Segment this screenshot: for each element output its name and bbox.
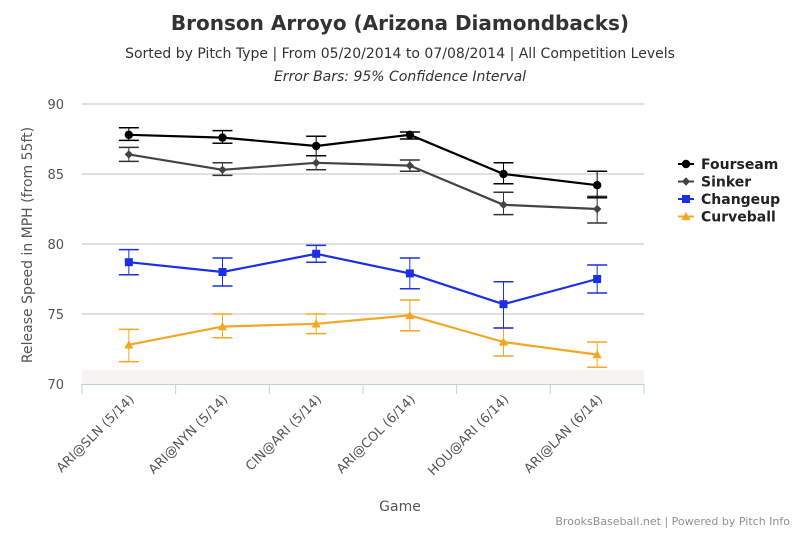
plot-band-bottom (82, 370, 644, 384)
data-point-changeup (312, 249, 321, 258)
series-layer (118, 127, 608, 368)
series-line-sinker (128, 153, 598, 211)
data-point-fourseam (124, 130, 134, 139)
data-point-changeup (405, 269, 414, 278)
legend-item-sinker[interactable]: Sinker (678, 175, 751, 191)
data-point-sinker (218, 165, 227, 174)
data-point-fourseam (499, 169, 508, 179)
legend-marker-fourseam (681, 159, 691, 169)
data-point-curveball (592, 350, 602, 359)
data-point-changeup (218, 268, 227, 276)
data-point-sinker (499, 200, 508, 209)
data-point-sinker (124, 150, 134, 159)
x-axis-title: Game (379, 499, 421, 515)
x-tick-label: CIN@ARI (5/14) (243, 392, 325, 474)
y-axis-ticks: 70 75 80 85 90 (47, 98, 64, 393)
data-point-fourseam (405, 130, 415, 139)
series-line-fourseam (128, 133, 598, 187)
data-point-curveball (405, 310, 415, 320)
data-point-sinker (405, 161, 415, 170)
data-point-curveball (498, 337, 509, 346)
series-line-changeup (128, 252, 598, 306)
legend-label-curveball: Curveball (701, 210, 776, 226)
legend-item-curveball[interactable]: Curveball (678, 210, 776, 226)
chart-subtitle-error-bars: Error Bars: 95% Confidence Interval (274, 69, 526, 85)
series-fourseam (118, 127, 608, 199)
data-point-changeup (124, 258, 133, 267)
data-point-fourseam (311, 141, 321, 151)
x-tick-label: ARI@NYN (5/14) (146, 392, 231, 477)
data-point-curveball (124, 340, 134, 349)
data-point-sinker (311, 158, 321, 167)
credits-text[interactable]: BrooksBaseball.net | Powered by Pitch In… (555, 515, 790, 528)
legend-label-fourseam: Fourseam (701, 157, 778, 173)
y-tick-label: 70 (47, 378, 64, 393)
series-changeup (118, 244, 608, 329)
x-axis-ticks: ARI@SLN (5/14) ARI@NYN (5/14) CIN@ARI (5/1… (54, 384, 645, 479)
data-point-curveball (311, 319, 321, 328)
x-tick-label: ARI@COL (6/14) (334, 392, 419, 477)
y-tick-label: 80 (47, 238, 64, 253)
legend-marker-sinker (681, 177, 691, 186)
series-sinker (118, 146, 608, 224)
legend-label-sinker: Sinker (701, 175, 751, 191)
x-tick-label: ARI@LAN (6/14) (522, 392, 606, 476)
series-line-curveball (128, 314, 598, 356)
data-point-sinker (592, 204, 602, 214)
legend-marker-changeup (682, 195, 690, 203)
y-axis-title: Release Speed in MPH (from 55ft) (20, 127, 36, 363)
plot-area (82, 370, 644, 384)
chart-title: Bronson Arroyo (Arizona Diamondbacks) (171, 11, 629, 35)
legend-marker-curveball (681, 211, 691, 221)
data-point-fourseam (218, 133, 227, 142)
legend-label-changeup: Changeup (701, 192, 780, 208)
legend-item-fourseam[interactable]: Fourseam (678, 157, 778, 173)
data-point-curveball (217, 322, 228, 331)
y-tick-label: 75 (47, 308, 64, 323)
data-point-changeup (499, 300, 508, 309)
chart-subtitle: Sorted by Pitch Type | From 05/20/2014 t… (125, 46, 675, 62)
y-tick-label: 90 (47, 98, 64, 113)
data-point-fourseam (592, 181, 602, 190)
gridlines (82, 103, 644, 315)
legend-item-changeup[interactable]: Changeup (678, 192, 780, 208)
x-tick-label: ARI@SLN (5/14) (54, 392, 138, 476)
data-point-changeup (593, 275, 602, 283)
x-tick-label: HOU@ARI (6/14) (426, 392, 513, 479)
series-curveball (118, 299, 608, 368)
y-tick-label: 85 (47, 168, 64, 183)
